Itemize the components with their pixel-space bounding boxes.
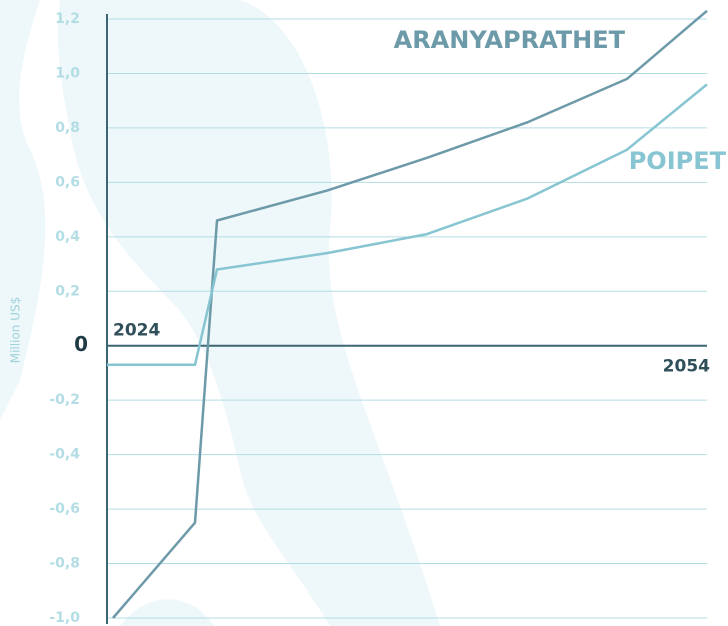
y-tick-label: -0,6 [49,501,80,517]
y-tick-label: 0,2 [55,283,80,299]
y-tick-label: -1,0 [49,610,80,626]
series-label: ARANYAPRATHET [394,26,626,54]
chart: Million US$ -1,0 -0,8 -0,6 -0,4 -0,2 0 0,2 0,4 0… [0,0,728,626]
y-tick-label: 1,2 [55,11,80,27]
y-tick-label: 0,8 [55,120,80,136]
x-tick-label: 2054 [663,357,710,377]
background-shapes [0,0,440,626]
y-tick-label: 1,0 [55,65,80,81]
series-label: POIPET [629,147,727,175]
y-tick-label: 0,4 [55,229,80,245]
y-tick-label: -0,4 [49,447,80,463]
y-tick-label: -0,2 [49,392,80,408]
y-tick-label: 0 [74,332,88,356]
x-tick-label: 2024 [113,321,160,341]
y-tick-label: -0,8 [49,556,80,572]
y-tick-label: 0,6 [55,174,80,190]
y-axis-label: Million US$ [9,297,23,364]
